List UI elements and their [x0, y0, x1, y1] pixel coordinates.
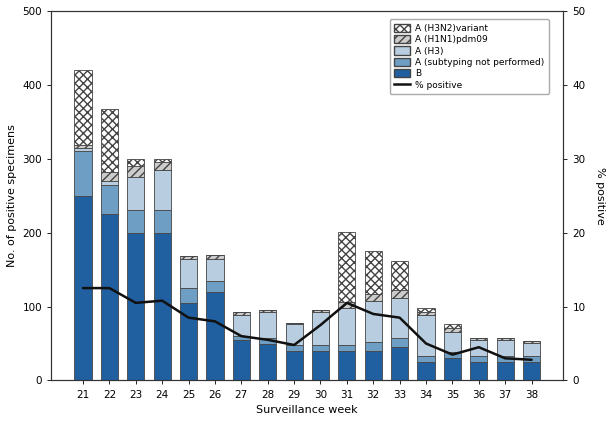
Bar	[180, 303, 197, 381]
Bar	[365, 301, 382, 342]
Bar	[154, 211, 171, 233]
Bar	[75, 148, 92, 151]
Bar	[417, 308, 435, 312]
Bar	[444, 332, 461, 352]
Bar	[523, 362, 540, 381]
Bar	[338, 345, 356, 351]
Bar	[259, 344, 276, 381]
Bar	[101, 184, 118, 214]
Bar	[338, 351, 356, 381]
Bar	[127, 233, 144, 381]
Bar	[391, 298, 408, 338]
Bar	[286, 323, 303, 324]
Bar	[127, 166, 144, 177]
Bar	[496, 340, 514, 356]
Y-axis label: % positive: % positive	[595, 167, 605, 225]
Bar	[470, 338, 487, 340]
Bar	[233, 312, 250, 315]
Bar	[180, 259, 197, 288]
Bar	[180, 256, 197, 259]
Bar	[127, 159, 144, 166]
Bar	[365, 342, 382, 351]
Bar	[470, 356, 487, 362]
Bar	[233, 340, 250, 381]
Bar	[391, 261, 408, 290]
Bar	[496, 356, 514, 362]
Bar	[127, 211, 144, 233]
Bar	[523, 356, 540, 362]
Bar	[496, 338, 514, 340]
Bar	[312, 310, 329, 312]
Bar	[286, 351, 303, 381]
Bar	[338, 302, 356, 308]
X-axis label: Surveillance week: Surveillance week	[256, 405, 358, 415]
Bar	[259, 310, 276, 312]
Bar	[523, 343, 540, 356]
Bar	[206, 259, 223, 281]
Bar	[391, 347, 408, 381]
Bar	[75, 146, 92, 148]
Bar	[101, 109, 118, 172]
Bar	[470, 362, 487, 381]
Bar	[391, 338, 408, 347]
Bar	[391, 290, 408, 298]
Y-axis label: No. of positive specimens: No. of positive specimens	[7, 124, 17, 267]
Bar	[444, 352, 461, 358]
Bar	[338, 232, 356, 302]
Bar	[101, 214, 118, 381]
Bar	[127, 177, 144, 211]
Bar	[338, 308, 356, 345]
Bar	[365, 294, 382, 301]
Bar	[206, 255, 223, 259]
Bar	[206, 281, 223, 292]
Bar	[154, 170, 171, 211]
Bar	[365, 251, 382, 294]
Bar	[206, 292, 223, 381]
Bar	[417, 356, 435, 362]
Bar	[417, 315, 435, 356]
Bar	[365, 351, 382, 381]
Bar	[444, 358, 461, 381]
Bar	[154, 162, 171, 170]
Bar	[286, 345, 303, 351]
Bar	[417, 312, 435, 315]
Bar	[444, 328, 461, 332]
Bar	[101, 172, 118, 181]
Bar	[154, 159, 171, 162]
Bar	[233, 336, 250, 340]
Legend: A (H3N2)variant, A (H1N1)pdm09, A (H3), A (subtyping not performed), B, % positi: A (H3N2)variant, A (H1N1)pdm09, A (H3), …	[390, 19, 549, 94]
Bar	[233, 315, 250, 336]
Bar	[259, 338, 276, 344]
Bar	[75, 196, 92, 381]
Bar	[470, 340, 487, 356]
Bar	[523, 341, 540, 343]
Bar	[180, 288, 197, 303]
Bar	[312, 312, 329, 345]
Bar	[496, 362, 514, 381]
Bar	[259, 312, 276, 338]
Bar	[286, 324, 303, 345]
Bar	[101, 181, 118, 184]
Bar	[444, 324, 461, 328]
Bar	[154, 233, 171, 381]
Bar	[417, 362, 435, 381]
Bar	[75, 70, 92, 146]
Bar	[312, 345, 329, 351]
Bar	[312, 351, 329, 381]
Bar	[75, 151, 92, 196]
